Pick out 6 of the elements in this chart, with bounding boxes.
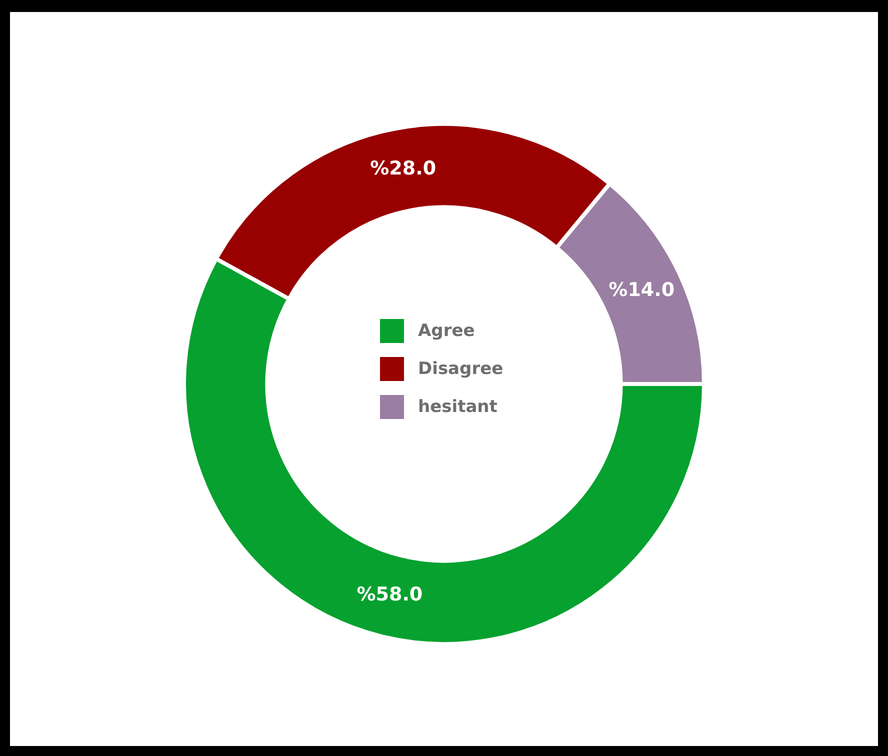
legend-label: Agree	[418, 321, 475, 341]
data-label: %58.0	[356, 583, 423, 606]
legend-label: Disagree	[418, 359, 504, 379]
data-label: %28.0	[370, 157, 436, 180]
data-label: %14.0	[608, 278, 675, 301]
legend-label: hesitant	[418, 397, 498, 417]
